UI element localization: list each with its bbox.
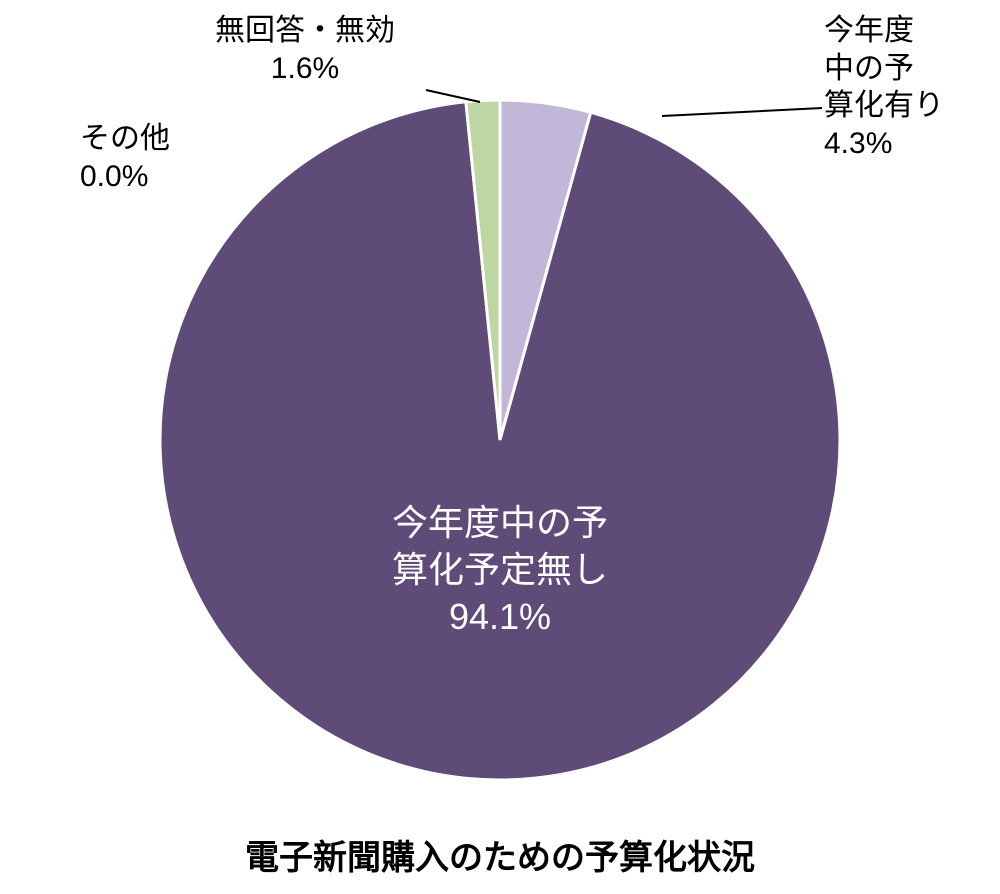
pie-chart-container: 今年度 中の予 算化有り 4.3% 今年度中の予 算化予定無し 94.1% その… <box>0 0 1000 894</box>
slice-label-not-budgeted-this-year: 今年度中の予 算化予定無し 94.1% <box>340 500 660 640</box>
leader-line-no_answer_invalid <box>426 90 480 102</box>
slice-label-no-answer-invalid: 無回答・無効 1.6% <box>190 12 420 87</box>
slice-label-other: その他 0.0% <box>80 120 170 195</box>
leader-line-budgeted_this_year <box>662 108 822 116</box>
chart-title: 電子新聞購入のための予算化状況 <box>0 830 1000 879</box>
slice-label-budgeted-this-year: 今年度 中の予 算化有り 4.3% <box>824 12 944 162</box>
